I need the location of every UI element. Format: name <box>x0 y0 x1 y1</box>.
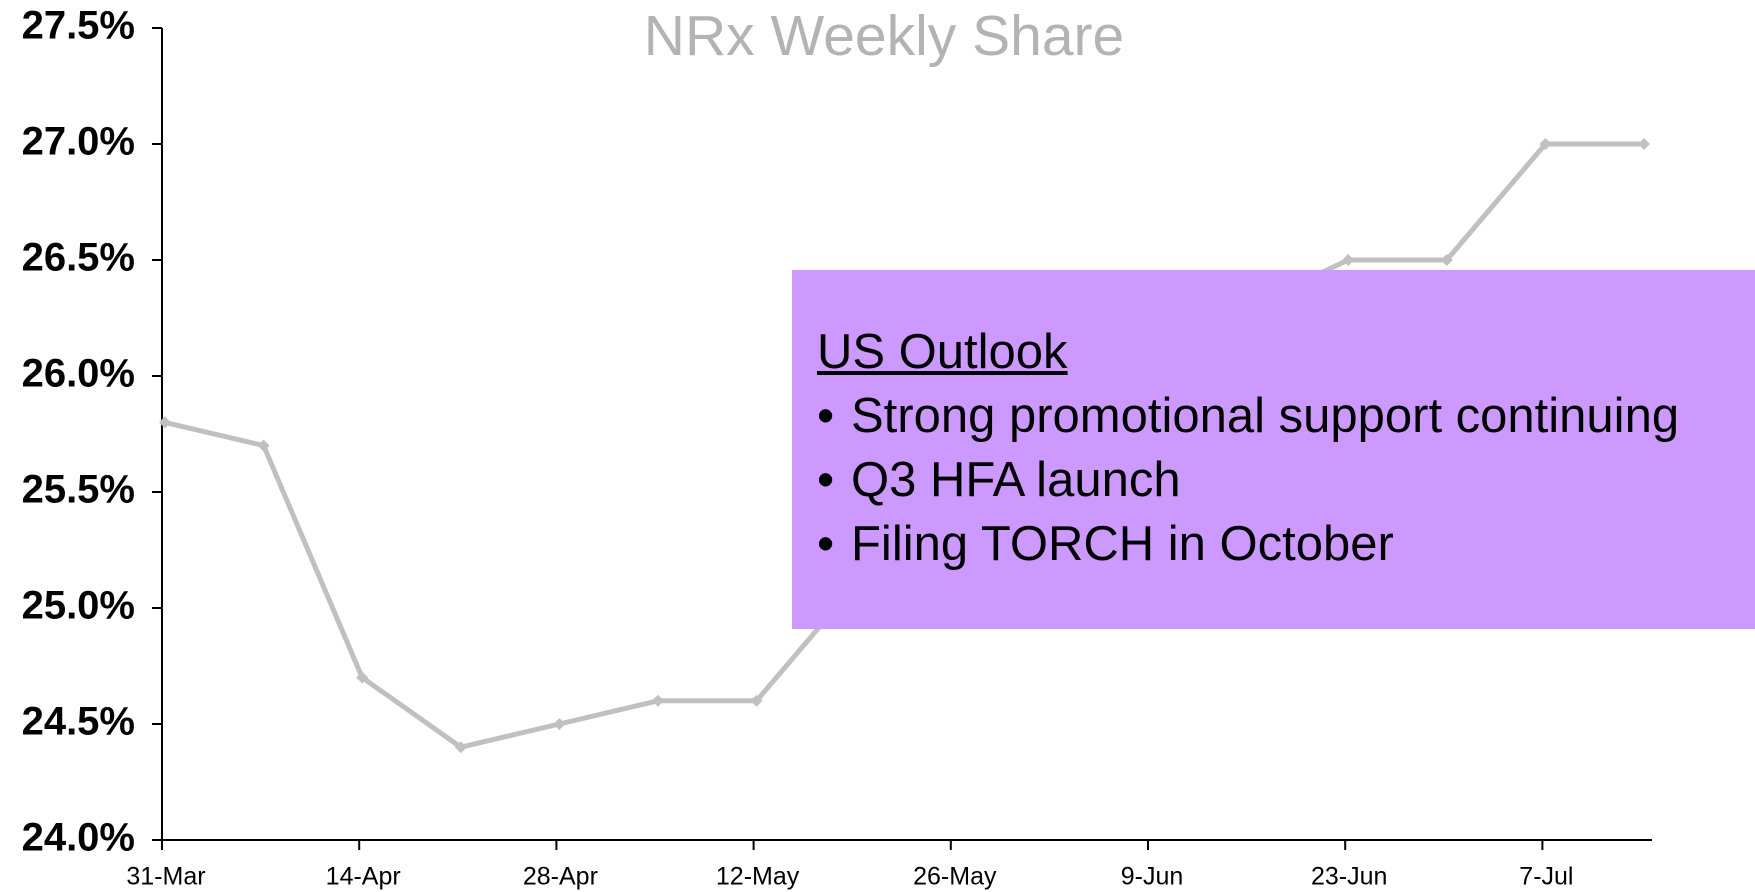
y-tick-label: 24.0% <box>22 816 135 860</box>
x-tick-label: 7-Jul <box>1519 863 1573 891</box>
annotation-box: US Outlook Strong promotional support co… <box>792 270 1755 629</box>
point-marker <box>1440 254 1453 266</box>
x-tick-label: 23-Jun <box>1311 863 1387 891</box>
annotation-item: Filing TORCH in October <box>817 512 1755 576</box>
point-marker <box>652 694 664 707</box>
point-marker <box>454 741 467 754</box>
point-marker <box>553 718 566 730</box>
y-tick-label: 27.0% <box>22 120 135 164</box>
point-marker <box>257 439 270 452</box>
x-tick-label: 9-Jun <box>1121 863 1184 891</box>
x-tick-label: 28-Apr <box>523 863 598 891</box>
y-tick-label: 25.0% <box>22 584 135 628</box>
y-tick-label: 25.5% <box>22 468 135 512</box>
point-marker <box>1638 138 1650 150</box>
x-tick-label: 12-May <box>716 863 800 891</box>
point-marker <box>750 694 763 707</box>
annotation-item: Strong promotional support continuing <box>817 384 1755 448</box>
y-tick-label: 26.5% <box>22 236 135 280</box>
y-tick-label: 24.5% <box>22 700 135 744</box>
point-marker <box>356 671 369 684</box>
point-marker <box>1539 138 1552 150</box>
y-tick-label: 26.0% <box>22 352 135 396</box>
x-tick-label: 31-Mar <box>126 863 205 891</box>
x-tick-label: 14-Apr <box>326 863 401 891</box>
x-tick-label: 26-May <box>913 863 997 891</box>
annotation-item: Q3 HFA launch <box>817 448 1755 512</box>
annotation-title: US Outlook <box>817 325 1068 379</box>
chart-title: NRx Weekly Share <box>644 4 1124 68</box>
point-marker <box>159 416 171 429</box>
y-tick-label: 27.5% <box>22 4 135 48</box>
point-marker <box>1342 254 1355 266</box>
annotation-list: Strong promotional support continuingQ3 … <box>817 384 1755 576</box>
